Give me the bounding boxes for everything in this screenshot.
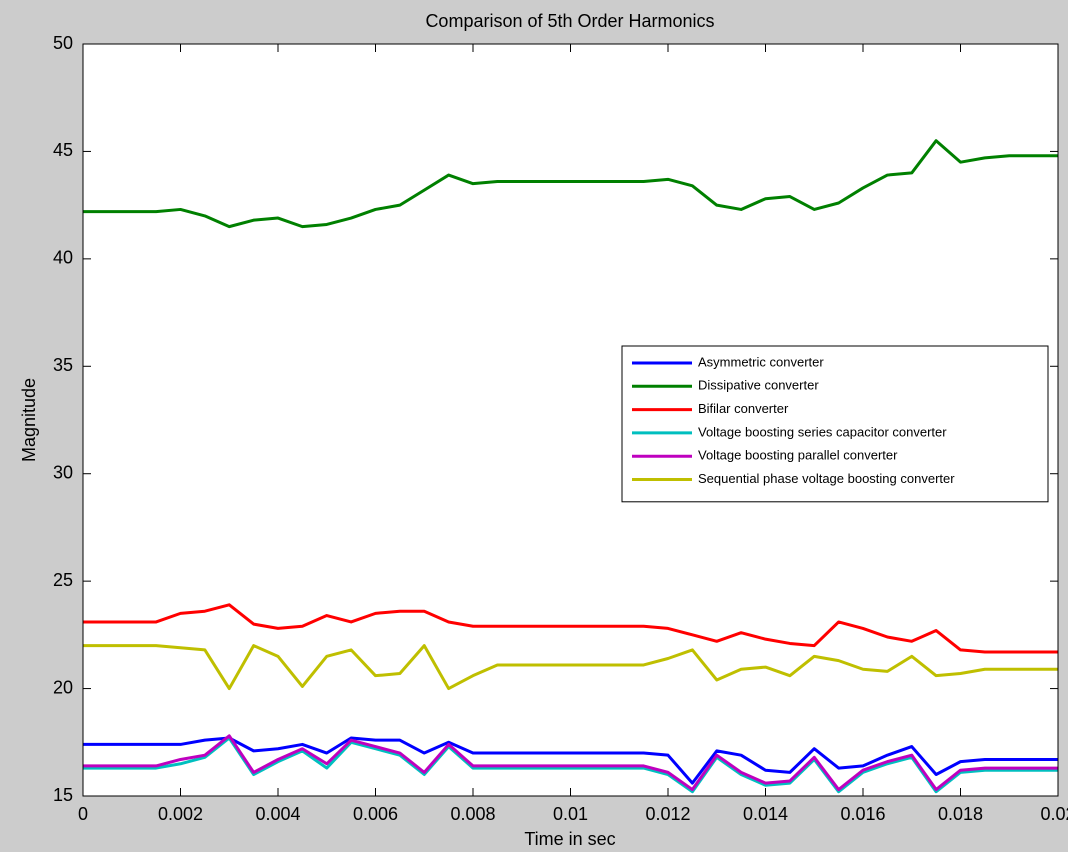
- series-line: [83, 644, 1058, 691]
- axes-box: [82, 43, 1059, 797]
- y-tick-label: 35: [53, 355, 73, 375]
- y-axis-label: Magnitude: [19, 378, 39, 462]
- y-tick-label: 40: [53, 248, 73, 268]
- x-tick-label: 0.002: [158, 804, 203, 824]
- x-tick-label: 0.016: [840, 804, 885, 824]
- y-tick-label: 30: [53, 462, 73, 482]
- x-tick-label: 0.006: [353, 804, 398, 824]
- legend-label: Bifilar converter: [698, 401, 789, 416]
- y-tick-label: 20: [53, 677, 73, 697]
- legend-label: Voltage boosting series capacitor conver…: [698, 424, 947, 439]
- x-tick-label: 0.004: [255, 804, 300, 824]
- legend-label: Sequential phase voltage boosting conver…: [698, 471, 955, 486]
- x-tick-label: 0.01: [553, 804, 588, 824]
- series-line: [83, 139, 1058, 229]
- series-line: [83, 603, 1058, 654]
- y-tick-label: 15: [53, 785, 73, 805]
- legend-label: Voltage boosting parallel converter: [698, 448, 898, 463]
- x-axis-label: Time in sec: [524, 829, 615, 849]
- series-line: [83, 734, 1058, 792]
- chart-title: Comparison of 5th Order Harmonics: [425, 11, 714, 31]
- y-tick-label: 50: [53, 33, 73, 53]
- legend: Asymmetric converter Dissipative converte…: [621, 345, 1049, 503]
- legend-label: Asymmetric converter: [698, 354, 824, 369]
- x-tick-label: 0.014: [743, 804, 788, 824]
- y-tick-label: 45: [53, 140, 73, 160]
- y-tick-label: 25: [53, 570, 73, 590]
- x-tick-label: 0.008: [450, 804, 495, 824]
- legend-box: [621, 345, 1049, 503]
- x-tick-label: 0: [78, 804, 88, 824]
- x-tick-label: 0.012: [645, 804, 690, 824]
- x-tick-label: 0.02: [1040, 804, 1068, 824]
- x-tick-label: 0.018: [938, 804, 983, 824]
- legend-label: Dissipative converter: [698, 378, 819, 393]
- series-line: [83, 736, 1058, 785]
